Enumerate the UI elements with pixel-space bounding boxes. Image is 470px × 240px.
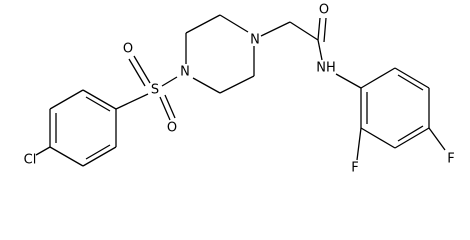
atom-label: S [151, 83, 159, 98]
atom-label: O [167, 121, 177, 136]
atom-label: F [447, 152, 454, 167]
atom-label: Cl [24, 153, 37, 168]
atom-label: N [250, 33, 260, 48]
atom-label: O [123, 42, 133, 57]
molecule-diagram: Cl S O O N N O NH F F [24, 3, 455, 176]
atom-label: O [319, 3, 329, 18]
atom-label: F [351, 161, 358, 176]
atom-labels: Cl S O O N N O NH F F [24, 3, 455, 176]
atom-label: NH [316, 61, 336, 76]
bonds [35, 14, 446, 167]
atom-label: N [180, 65, 190, 80]
